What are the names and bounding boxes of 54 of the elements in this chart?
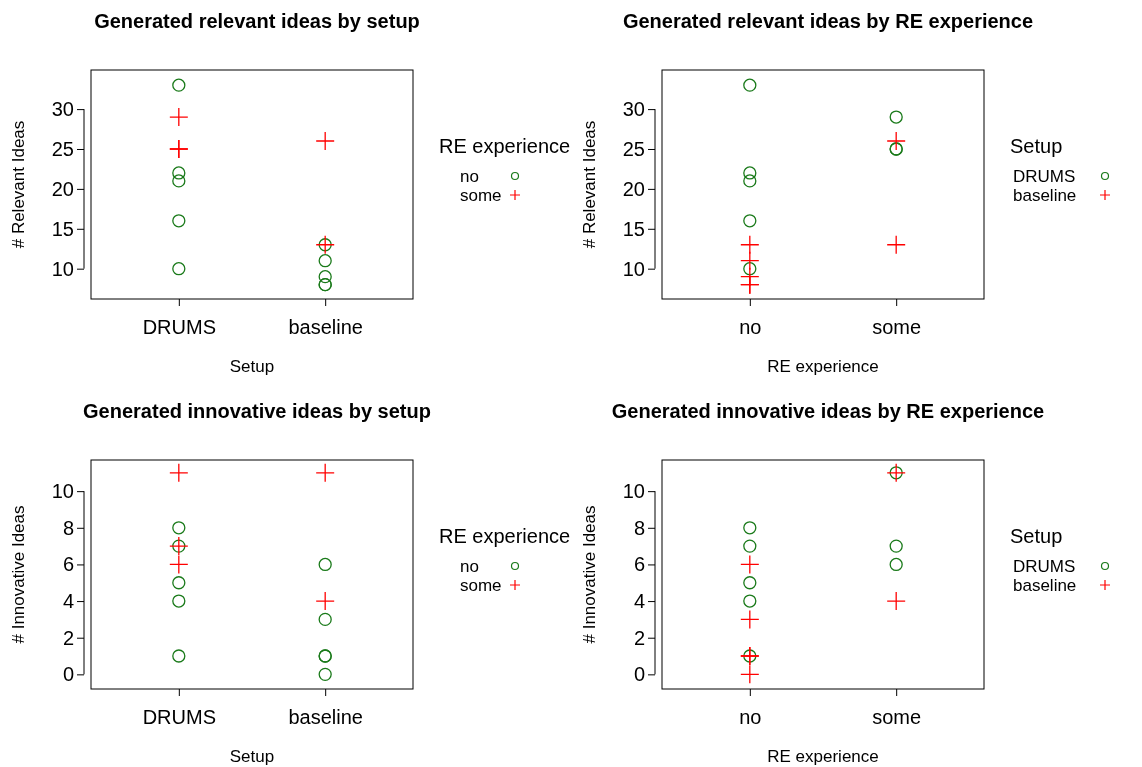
y-tick-label: 8 xyxy=(62,516,74,539)
y-tick-label: 25 xyxy=(622,137,645,160)
chart-title: Generated innovative ideas by RE experience xyxy=(611,400,1045,422)
legend-label: baseline xyxy=(1013,576,1077,595)
y-axis-title: # Innovative Ideas xyxy=(580,505,599,644)
y-tick-label: 15 xyxy=(51,217,74,240)
y-tick-label: 0 xyxy=(62,663,74,686)
y-tick-label: 6 xyxy=(62,553,74,576)
x-tick-label: baseline xyxy=(288,316,363,338)
y-tick-label: 30 xyxy=(51,98,74,120)
y-tick-label: 6 xyxy=(633,553,645,576)
y-tick-label: 2 xyxy=(633,626,645,649)
x-tick-label: DRUMS xyxy=(142,316,216,338)
y-tick-label: 0 xyxy=(633,663,645,686)
y-axis-title: # Relevant Ideas xyxy=(9,120,28,249)
legend-title: Setup xyxy=(1010,525,1063,547)
x-tick-label: no xyxy=(739,316,762,338)
y-tick-label: 4 xyxy=(633,589,645,612)
chart-title: Generated relevant ideas by setup xyxy=(94,10,420,32)
y-axis-title: # Innovative Ideas xyxy=(9,505,28,644)
y-tick-label: 8 xyxy=(633,516,645,539)
x-axis-title: Setup xyxy=(229,747,275,766)
y-tick-label: 10 xyxy=(622,480,645,503)
chart-title: Generated innovative ideas by setup xyxy=(83,400,431,422)
legend-label: some xyxy=(460,576,502,595)
legend-label: baseline xyxy=(1013,186,1077,205)
y-tick-label: 2 xyxy=(62,626,74,649)
y-tick-label: 30 xyxy=(622,98,645,120)
legend-label: no xyxy=(460,167,479,186)
x-axis-title: RE experience xyxy=(767,357,879,376)
chart-title: Generated relevant ideas by RE experience xyxy=(622,10,1034,32)
y-tick-label: 25 xyxy=(51,137,74,160)
x-tick-label: DRUMS xyxy=(142,706,216,728)
y-axis-title: # Relevant Ideas xyxy=(580,120,599,249)
legend-label: DRUMS xyxy=(1013,557,1076,576)
y-tick-label: 10 xyxy=(622,257,645,280)
y-tick-label: 10 xyxy=(51,257,74,280)
legend-title: Setup xyxy=(1010,135,1063,157)
x-tick-label: baseline xyxy=(288,706,363,728)
legend-title: RE experience xyxy=(439,525,571,547)
legend-label: some xyxy=(460,186,502,205)
y-tick-label: 10 xyxy=(51,480,74,503)
legend-title: RE experience xyxy=(439,135,571,157)
y-tick-label: 20 xyxy=(51,177,74,200)
x-axis-title: RE experience xyxy=(767,747,879,766)
x-tick-label: no xyxy=(739,706,762,728)
legend-label: DRUMS xyxy=(1013,167,1076,186)
x-axis-title: Setup xyxy=(229,357,275,376)
legend-label: no xyxy=(460,557,479,576)
y-tick-label: 4 xyxy=(62,589,74,612)
x-tick-label: some xyxy=(872,706,922,728)
y-tick-label: 20 xyxy=(622,177,645,200)
y-tick-label: 15 xyxy=(622,217,645,240)
x-tick-label: some xyxy=(872,316,922,338)
